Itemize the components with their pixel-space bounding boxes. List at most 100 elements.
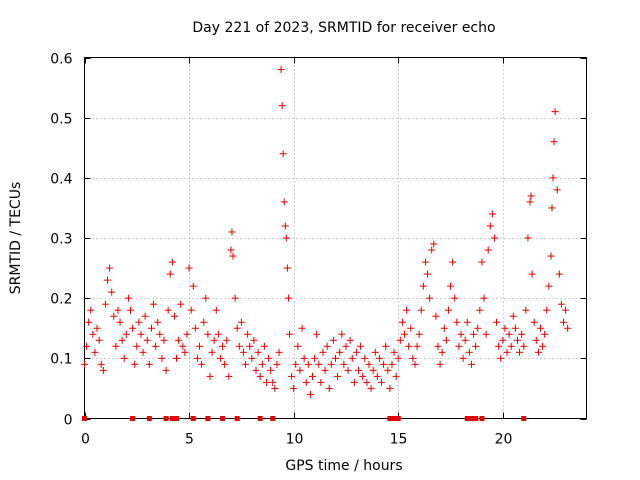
y-tick-label: 0.2 (50, 292, 72, 308)
data-point (260, 342, 268, 350)
data-point (242, 360, 250, 368)
data-point (526, 198, 534, 206)
data-point (357, 342, 365, 350)
data-point (181, 348, 189, 356)
data-point (493, 318, 501, 326)
data-point (380, 360, 388, 368)
data-point (342, 342, 350, 350)
data-point (550, 138, 558, 146)
data-point (461, 336, 469, 344)
data-point (262, 378, 270, 386)
data-point (116, 318, 124, 326)
data-point (378, 378, 386, 386)
data-point (137, 330, 145, 338)
data-point (93, 324, 101, 332)
data-point (338, 330, 346, 338)
data-point (424, 270, 432, 278)
data-point (516, 348, 524, 356)
data-point (486, 222, 494, 230)
data-point (248, 354, 256, 362)
zero-point (473, 416, 479, 421)
data-point (564, 324, 572, 332)
data-point (548, 204, 556, 212)
data-point (168, 258, 176, 266)
x-tick-label: 5 (185, 432, 194, 448)
data-point (210, 336, 218, 344)
data-point (524, 234, 532, 242)
data-point (428, 246, 436, 254)
data-point (154, 318, 162, 326)
data-point (509, 312, 517, 320)
data-point (527, 192, 535, 200)
data-point (352, 348, 360, 356)
data-point (271, 384, 279, 392)
data-point (231, 294, 239, 302)
data-point (304, 360, 312, 368)
data-point (507, 342, 515, 350)
data-point (292, 360, 300, 368)
data-point (453, 318, 461, 326)
data-point (302, 378, 310, 386)
zero-point (82, 416, 87, 421)
data-point (160, 336, 168, 344)
data-point (340, 360, 348, 368)
plot-frame (84, 57, 587, 419)
data-point (505, 330, 513, 338)
zero-point (468, 416, 474, 421)
x-tick-labels: 0 5 10 15 20 (81, 432, 512, 448)
data-point (191, 324, 199, 332)
data-point (465, 348, 473, 356)
data-point (141, 312, 149, 320)
data-point (135, 318, 143, 326)
data-point (369, 366, 377, 374)
data-point (426, 294, 434, 302)
zero-point (257, 416, 263, 421)
data-point (223, 336, 231, 344)
data-point (334, 372, 342, 380)
data-point (388, 360, 396, 368)
zero-point (130, 416, 136, 421)
data-point (120, 354, 128, 362)
data-point (495, 342, 503, 350)
data-point (319, 348, 327, 356)
y-tick-label: 0.3 (50, 232, 72, 248)
data-point (108, 288, 116, 296)
data-point (156, 330, 164, 338)
data-point (530, 318, 538, 326)
data-point (198, 360, 206, 368)
data-point (444, 306, 452, 314)
data-point (401, 330, 409, 338)
data-point (284, 294, 292, 302)
data-point (298, 324, 306, 332)
data-point (386, 384, 394, 392)
data-point (83, 342, 91, 350)
data-point (147, 324, 155, 332)
data-point (457, 330, 465, 338)
data-point (407, 324, 415, 332)
data-point (294, 342, 302, 350)
data-point (212, 306, 220, 314)
data-point (555, 270, 563, 278)
data-point (346, 336, 354, 344)
data-point (392, 372, 400, 380)
data-point (283, 264, 291, 272)
data-point (110, 312, 118, 320)
data-point (390, 348, 398, 356)
data-point (273, 360, 281, 368)
data-point (551, 108, 559, 116)
data-point (559, 318, 567, 326)
data-point (470, 330, 478, 338)
x-tick-label: 15 (390, 432, 408, 448)
data-point (394, 354, 402, 362)
data-point (430, 240, 438, 248)
data-point (363, 378, 371, 386)
zero-point (169, 416, 175, 421)
data-points (81, 66, 572, 421)
data-point (279, 150, 287, 158)
data-point (371, 348, 379, 356)
data-point (227, 246, 235, 254)
zero-point (220, 416, 226, 421)
data-point (355, 366, 363, 374)
data-point (503, 348, 511, 356)
data-point (421, 258, 429, 266)
